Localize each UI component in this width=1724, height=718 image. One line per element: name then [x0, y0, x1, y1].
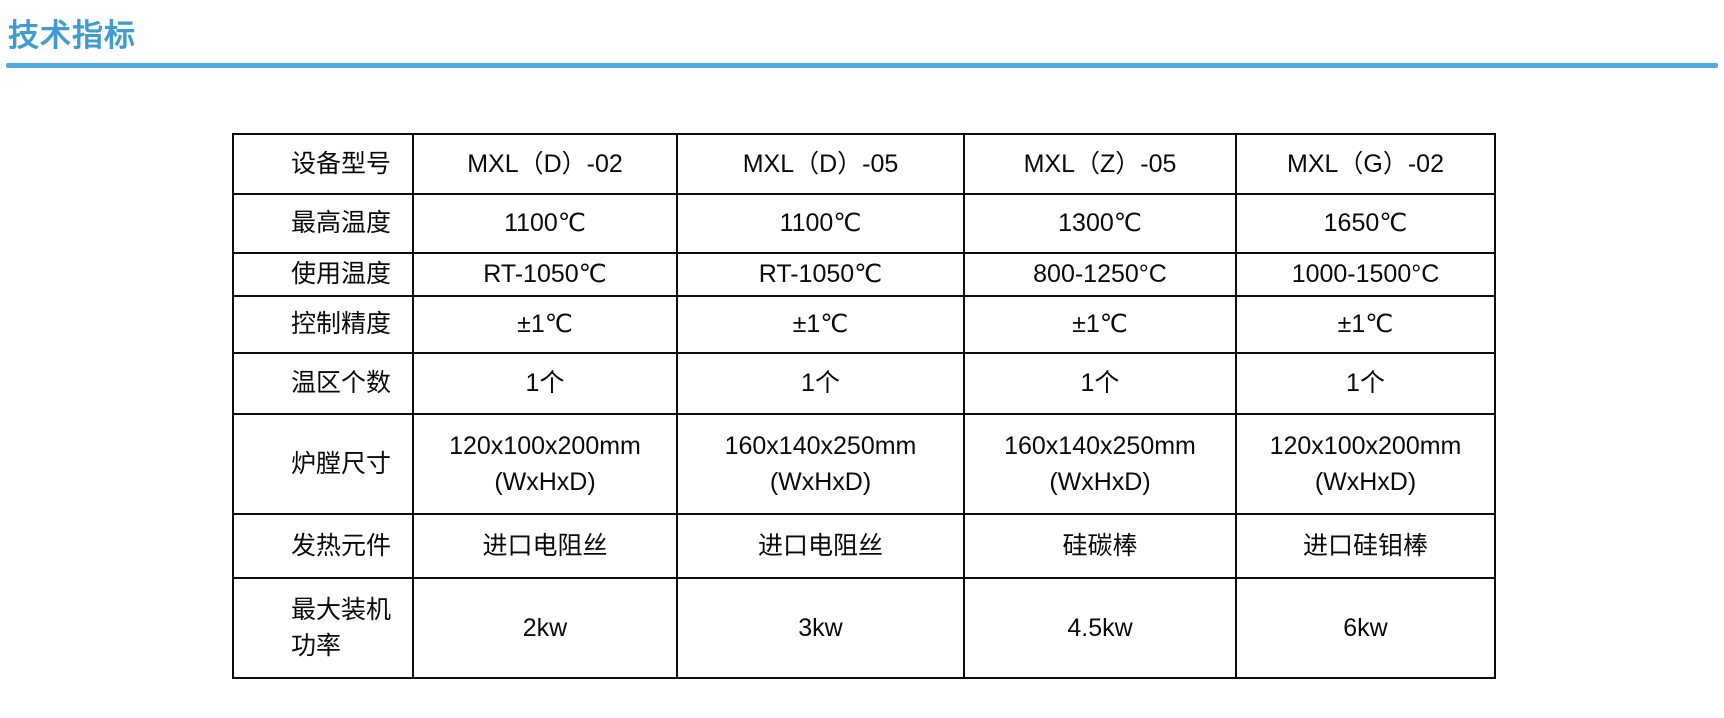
spec-value-cell: 进口电阻丝: [676, 513, 965, 579]
spec-value-cell: 120x100x200mm (WxHxD): [412, 413, 678, 515]
spec-value-cell: 800-1250°C: [963, 252, 1237, 297]
spec-table: 设备型号 MXL（D）-02 MXL（D）-05 MXL（Z）-05 MXL（G…: [232, 133, 1496, 679]
spec-value-cell: 6kw: [1235, 577, 1496, 679]
spec-value-cell: 4.5kw: [963, 577, 1237, 679]
spec-value-cell: 1300℃: [963, 193, 1237, 254]
spec-value-cell: RT-1050℃: [412, 252, 678, 297]
spec-value-cell: 3kw: [676, 577, 965, 679]
spec-value-cell: ±1℃: [1235, 295, 1496, 354]
table-row-control-accuracy: 控制精度 ±1℃ ±1℃ ±1℃ ±1℃: [232, 295, 1496, 354]
spec-value-cell: 硅碳棒: [963, 513, 1237, 579]
spec-value-cell: 1100℃: [676, 193, 965, 254]
row-label-max-temperature: 最高温度: [232, 193, 414, 254]
model-name-cell: MXL（D）-05: [676, 133, 965, 195]
spec-value-cell: ±1℃: [676, 295, 965, 354]
spec-value-cell: 1000-1500°C: [1235, 252, 1496, 297]
spec-value-cell: 进口电阻丝: [412, 513, 678, 579]
spec-value-cell: 160x140x250mm (WxHxD): [963, 413, 1237, 515]
spec-value-cell: 1个: [412, 352, 678, 415]
spec-value-cell: 1个: [1235, 352, 1496, 415]
table-row-device-model: 设备型号 MXL（D）-02 MXL（D）-05 MXL（Z）-05 MXL（G…: [232, 133, 1496, 195]
row-label-control-accuracy: 控制精度: [232, 295, 414, 354]
table-row-working-temperature: 使用温度 RT-1050℃ RT-1050℃ 800-1250°C 1000-1…: [232, 252, 1496, 297]
model-name-cell: MXL（D）-02: [412, 133, 678, 195]
table-row-heating-element: 发热元件 进口电阻丝 进口电阻丝 硅碳棒 进口硅钼棒: [232, 513, 1496, 579]
page-title: 技术指标: [8, 18, 136, 53]
spec-value-cell: 1650℃: [1235, 193, 1496, 254]
row-label-max-installed-power: 最大装机功率: [232, 577, 414, 679]
spec-value-cell: 120x100x200mm (WxHxD): [1235, 413, 1496, 515]
spec-value-cell: RT-1050℃: [676, 252, 965, 297]
row-label-temperature-zones: 温区个数: [232, 352, 414, 415]
spec-value-cell: ±1℃: [963, 295, 1237, 354]
spec-value-cell: 进口硅钼棒: [1235, 513, 1496, 579]
row-label-device-model: 设备型号: [232, 133, 414, 195]
table-row-max-temperature: 最高温度 1100℃ 1100℃ 1300℃ 1650℃: [232, 193, 1496, 254]
spec-value-cell: 2kw: [412, 577, 678, 679]
table-row-max-installed-power: 最大装机功率 2kw 3kw 4.5kw 6kw: [232, 577, 1496, 679]
spec-value-cell: 1100℃: [412, 193, 678, 254]
model-name-cell: MXL（G）-02: [1235, 133, 1496, 195]
row-label-chamber-size: 炉膛尺寸: [232, 413, 414, 515]
title-underline: [6, 63, 1718, 68]
spec-value-cell: 160x140x250mm (WxHxD): [676, 413, 965, 515]
spec-value-cell: 1个: [676, 352, 965, 415]
spec-value-cell: 1个: [963, 352, 1237, 415]
model-name-cell: MXL（Z）-05: [963, 133, 1237, 195]
spec-value-cell: ±1℃: [412, 295, 678, 354]
table-row-chamber-size: 炉膛尺寸 120x100x200mm (WxHxD) 160x140x250mm…: [232, 413, 1496, 515]
row-label-heating-element: 发热元件: [232, 513, 414, 579]
row-label-working-temperature: 使用温度: [232, 252, 414, 297]
table-row-temperature-zones: 温区个数 1个 1个 1个 1个: [232, 352, 1496, 415]
